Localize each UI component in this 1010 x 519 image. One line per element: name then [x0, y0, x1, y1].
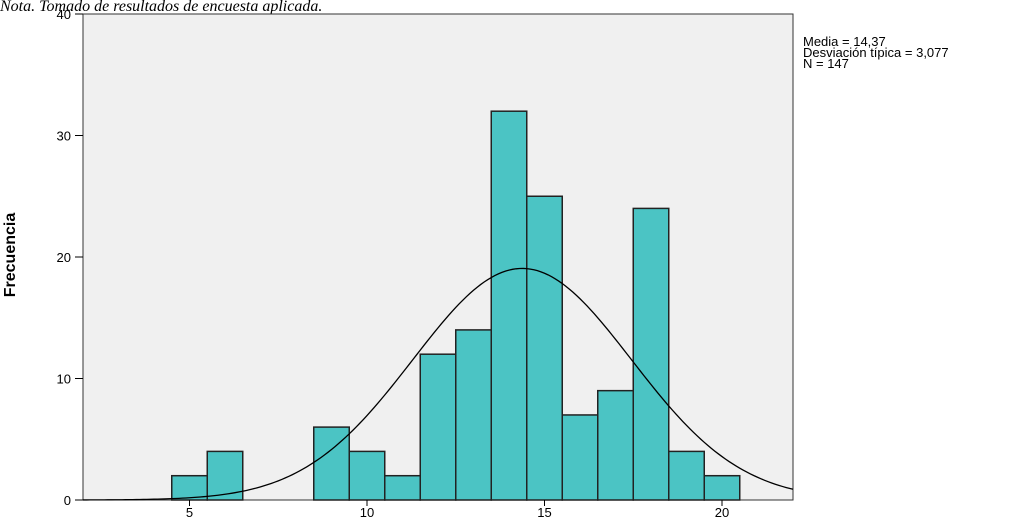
y-tick-label: 40	[57, 7, 71, 22]
stat-n: N = 147	[803, 56, 849, 71]
histogram-bar	[384, 474, 421, 501]
y-tick-label: 20	[57, 250, 71, 265]
stat-mean: Media = 14,37	[803, 34, 886, 49]
histogram-bar	[703, 474, 741, 501]
figure-caption: Nota. Tomado de resultados de encuesta a…	[0, 0, 323, 15]
y-tick-label: 10	[57, 372, 71, 387]
histogram-bar	[455, 329, 492, 501]
statistics-box: Media = 14,37 Desviación típica = 3,077 …	[803, 34, 949, 71]
y-tick-label: 0	[64, 493, 71, 508]
x-tick-label: 20	[715, 505, 729, 519]
histogram-bar	[526, 195, 563, 501]
histogram-bar	[561, 414, 599, 501]
stat-std-dev: Desviación típica = 3,077	[803, 45, 949, 60]
x-tick-label: 15	[537, 505, 551, 519]
x-tick-label: 10	[360, 505, 374, 519]
histogram-bar	[632, 207, 670, 501]
histogram-bar	[348, 450, 386, 501]
x-tick-label: 5	[186, 505, 193, 519]
histogram-bar	[490, 110, 528, 501]
histogram-bar	[597, 389, 634, 501]
histogram-bar	[419, 353, 457, 501]
histogram-bar	[668, 450, 705, 501]
normal-curve	[82, 267, 794, 501]
y-tick-label: 30	[57, 129, 71, 144]
